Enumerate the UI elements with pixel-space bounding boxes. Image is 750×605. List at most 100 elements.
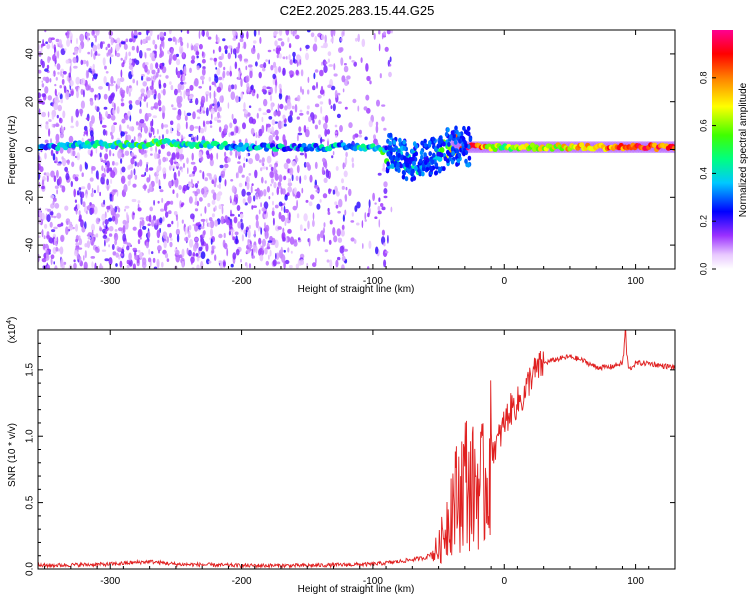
noise-speck	[41, 258, 47, 263]
noise-speck	[201, 58, 206, 64]
noise-speck	[41, 185, 45, 190]
turbulent-mark	[426, 162, 431, 168]
turbulent-mark	[443, 156, 448, 162]
noise-speck	[84, 243, 88, 248]
colorbar-tick-label: 0.4	[698, 167, 708, 180]
noise-speck	[278, 92, 283, 100]
noise-speck	[189, 239, 194, 248]
turbulent-mark	[418, 158, 423, 164]
noise-speck	[202, 120, 206, 128]
noise-speck	[54, 83, 57, 87]
noise-speck	[72, 150, 76, 157]
noise-speck	[48, 237, 53, 244]
turbulent-mark	[467, 155, 472, 161]
noise-speck	[181, 75, 186, 82]
noise-speck	[107, 209, 109, 213]
noise-speck	[236, 205, 241, 211]
colorbar-gradient	[712, 30, 733, 269]
noise-speck	[152, 39, 156, 45]
noise-speck	[229, 122, 233, 129]
noise-speck	[184, 115, 188, 122]
noise-speck	[76, 90, 79, 99]
noise-speck	[44, 223, 48, 229]
noise-speck	[268, 196, 271, 200]
noise-speck	[41, 111, 46, 118]
turbulent-mark	[390, 163, 395, 169]
turbulent-mark	[446, 149, 450, 155]
noise-speck	[315, 257, 317, 264]
noise-speck	[274, 121, 278, 124]
noise-speck	[373, 134, 376, 140]
noise-speck	[210, 238, 213, 245]
noise-speck	[87, 182, 91, 191]
noise-speck	[139, 159, 143, 167]
noise-speck	[294, 104, 298, 113]
noise-speck	[78, 255, 82, 263]
noise-speck	[128, 91, 131, 97]
noise-speck	[340, 37, 343, 42]
noise-speck	[95, 247, 100, 253]
noise-speck	[153, 266, 158, 269]
noise-speck	[54, 88, 57, 96]
noise-speck	[263, 189, 267, 197]
noise-speck	[66, 75, 69, 82]
noise-speck	[262, 112, 268, 115]
noise-speck	[46, 214, 51, 223]
noise-speck	[209, 120, 213, 125]
noise-speck	[41, 230, 43, 234]
noise-speck	[139, 108, 142, 114]
noise-speck	[211, 112, 213, 120]
noise-speck	[96, 185, 100, 194]
noise-speck	[266, 109, 271, 114]
turbulent-mark	[401, 174, 406, 180]
x-tick-label: -300	[100, 276, 120, 287]
noise-speck	[139, 100, 142, 108]
noise-speck	[199, 197, 203, 202]
noise-speck	[285, 30, 290, 36]
noise-speck	[332, 189, 336, 195]
noise-speck	[296, 213, 300, 219]
noise-speck	[272, 200, 274, 206]
noise-speck	[177, 70, 181, 79]
noise-speck	[132, 156, 136, 159]
noise-speck	[352, 98, 357, 104]
noise-speck	[153, 199, 156, 206]
noise-speck	[276, 54, 279, 59]
noise-speck	[163, 82, 167, 88]
noise-speck	[95, 217, 100, 225]
turbulent-mark	[384, 145, 388, 151]
turbulent-mark	[397, 152, 401, 158]
noise-speck	[214, 81, 217, 87]
noise-speck	[175, 249, 180, 256]
noise-speck	[162, 134, 164, 140]
noise-speck	[93, 189, 96, 194]
noise-speck	[246, 249, 251, 254]
noise-speck	[50, 37, 55, 40]
noise-speck	[129, 38, 133, 43]
noise-speck	[104, 65, 107, 70]
noise-speck	[207, 36, 212, 40]
noise-speck	[194, 78, 199, 87]
noise-speck	[246, 191, 251, 196]
noise-speck	[56, 63, 61, 70]
noise-speck	[382, 31, 387, 37]
noise-speck	[98, 113, 103, 122]
noise-speck	[124, 114, 129, 121]
noise-speck	[327, 58, 330, 63]
noise-speck	[137, 239, 141, 245]
noise-speck	[266, 86, 271, 90]
noise-speck	[226, 157, 231, 163]
noise-speck	[381, 229, 385, 236]
turbulent-mark	[451, 146, 455, 152]
noise-speck	[259, 64, 265, 68]
noise-speck	[282, 227, 285, 234]
noise-speck	[261, 240, 265, 244]
noise-speck	[161, 261, 164, 268]
noise-speck	[282, 56, 286, 60]
noise-speck	[104, 219, 109, 225]
noise-speck	[256, 112, 259, 119]
noise-speck	[307, 30, 311, 33]
noise-speck	[277, 226, 282, 230]
noise-speck	[279, 30, 283, 36]
noise-speck	[143, 122, 147, 132]
